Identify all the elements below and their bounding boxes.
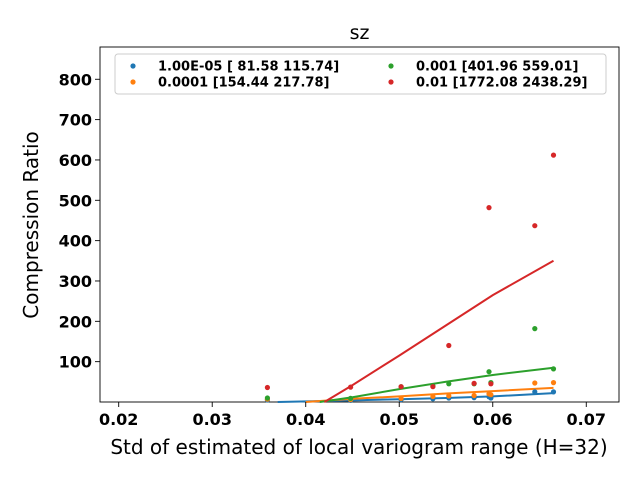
fit-line-series-4 bbox=[323, 259, 554, 403]
y-tick-label: 400 bbox=[59, 232, 92, 251]
y-tick-label: 100 bbox=[59, 353, 92, 372]
legend-box bbox=[114, 53, 607, 95]
legend: 1.00E-05 [ 81.58 115.74]0.0001 [154.44 2… bbox=[114, 53, 607, 95]
point-series-2-9 bbox=[532, 380, 538, 386]
point-series-1-9 bbox=[532, 389, 538, 395]
y-tick-label: 800 bbox=[59, 70, 92, 89]
x-tick-label: 0.07 bbox=[567, 410, 606, 429]
fit-lines bbox=[277, 259, 554, 403]
point-series-4-5 bbox=[446, 342, 452, 349]
y-axis-label: Compression Ratio bbox=[19, 131, 43, 318]
data-points bbox=[264, 152, 557, 403]
point-series-3-2 bbox=[348, 395, 354, 401]
y-tick-label: 300 bbox=[59, 272, 92, 291]
point-series-4-10 bbox=[550, 152, 557, 158]
legend-marker-series-1 bbox=[130, 63, 136, 69]
point-series-4-4 bbox=[430, 384, 436, 390]
x-tick-label: 0.03 bbox=[192, 410, 231, 429]
point-series-2-4 bbox=[430, 393, 436, 399]
x-axis: 0.02 0.03 0.04 0.05 0.06 0.07 bbox=[99, 402, 606, 429]
y-tick-label: 700 bbox=[59, 111, 92, 130]
x-axis-label: Std of estimated of local variogram rang… bbox=[110, 435, 607, 459]
point-series-2-8 bbox=[488, 392, 494, 398]
legend-marker-series-4 bbox=[388, 79, 394, 85]
point-series-2-10 bbox=[550, 380, 557, 386]
legend-label-series-4: 0.01 [1772.08 2438.29] bbox=[416, 76, 587, 91]
x-tick-label: 0.05 bbox=[380, 410, 419, 429]
plot-frame bbox=[99, 46, 620, 403]
chart-title: sz bbox=[350, 22, 370, 44]
legend-label-series-3: 0.001 [401.96 559.01] bbox=[416, 60, 578, 75]
legend-label-series-2: 0.0001 [154.44 217.78] bbox=[158, 76, 329, 91]
point-series-3-10 bbox=[550, 366, 557, 372]
y-tick-label: 500 bbox=[59, 191, 92, 210]
fit-line-series-1 bbox=[277, 392, 554, 403]
point-series-3-7 bbox=[486, 369, 492, 375]
point-series-2-5 bbox=[446, 393, 452, 399]
point-series-4-9 bbox=[532, 223, 538, 229]
legend-label-series-1: 1.00E-05 [ 81.58 115.74] bbox=[158, 60, 339, 75]
point-series-4-7 bbox=[486, 205, 492, 211]
point-series-3-1 bbox=[264, 395, 270, 401]
point-series-4-2 bbox=[348, 384, 354, 390]
point-series-2-3 bbox=[398, 395, 404, 401]
fit-line-series-3 bbox=[319, 366, 554, 403]
legend-marker-series-2 bbox=[130, 79, 136, 85]
point-series-1-10 bbox=[550, 389, 557, 395]
x-tick-label: 0.02 bbox=[99, 410, 138, 429]
point-series-2-6 bbox=[471, 392, 477, 399]
legend-marker-series-3 bbox=[388, 63, 394, 69]
point-series-4-3 bbox=[398, 384, 404, 390]
x-tick-label: 0.06 bbox=[473, 410, 512, 429]
y-tick-label: 600 bbox=[59, 151, 92, 170]
point-series-4-1 bbox=[264, 384, 270, 391]
point-series-4-6 bbox=[471, 380, 477, 386]
point-series-4-8 bbox=[488, 381, 494, 387]
y-tick-label: 200 bbox=[59, 312, 92, 331]
x-tick-label: 0.04 bbox=[286, 410, 325, 429]
point-series-3-9 bbox=[532, 326, 538, 332]
y-axis: 100 200 300 400 500 600 700 800 bbox=[59, 70, 100, 372]
point-series-3-5 bbox=[446, 381, 452, 387]
